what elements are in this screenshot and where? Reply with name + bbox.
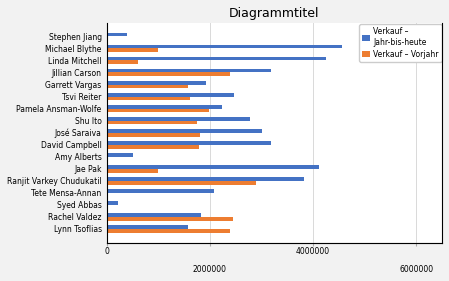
Bar — [106, 201, 118, 205]
Bar — [106, 85, 188, 88]
Bar — [106, 169, 158, 173]
Bar — [106, 117, 250, 121]
Bar — [106, 60, 137, 64]
Bar — [106, 108, 209, 112]
Bar — [106, 181, 256, 185]
Bar — [106, 45, 342, 48]
Bar — [106, 229, 230, 233]
Bar — [106, 129, 262, 133]
Title: Diagrammtitel: Diagrammtitel — [229, 7, 320, 20]
Bar — [106, 81, 206, 85]
Bar — [106, 69, 271, 72]
Bar — [106, 72, 230, 76]
Bar — [106, 165, 319, 169]
Text: 6000000: 6000000 — [399, 265, 433, 274]
Text: 2000000: 2000000 — [193, 265, 227, 274]
Bar — [106, 225, 188, 229]
Bar — [106, 48, 158, 52]
Bar — [106, 133, 200, 137]
Bar — [106, 141, 271, 145]
Legend: Verkauf –
Jahr-bis-heute, Verkauf – Vorjahr: Verkauf – Jahr-bis-heute, Verkauf – Vorj… — [359, 24, 441, 62]
Bar — [106, 217, 233, 221]
Bar — [106, 153, 132, 157]
Bar — [106, 105, 222, 108]
Bar — [106, 213, 201, 217]
Bar — [106, 121, 197, 124]
Bar — [106, 56, 326, 60]
Bar — [106, 97, 190, 100]
Bar — [106, 177, 304, 181]
Bar — [106, 33, 127, 36]
Bar — [106, 189, 214, 193]
Bar — [106, 93, 234, 97]
Bar — [106, 145, 199, 149]
